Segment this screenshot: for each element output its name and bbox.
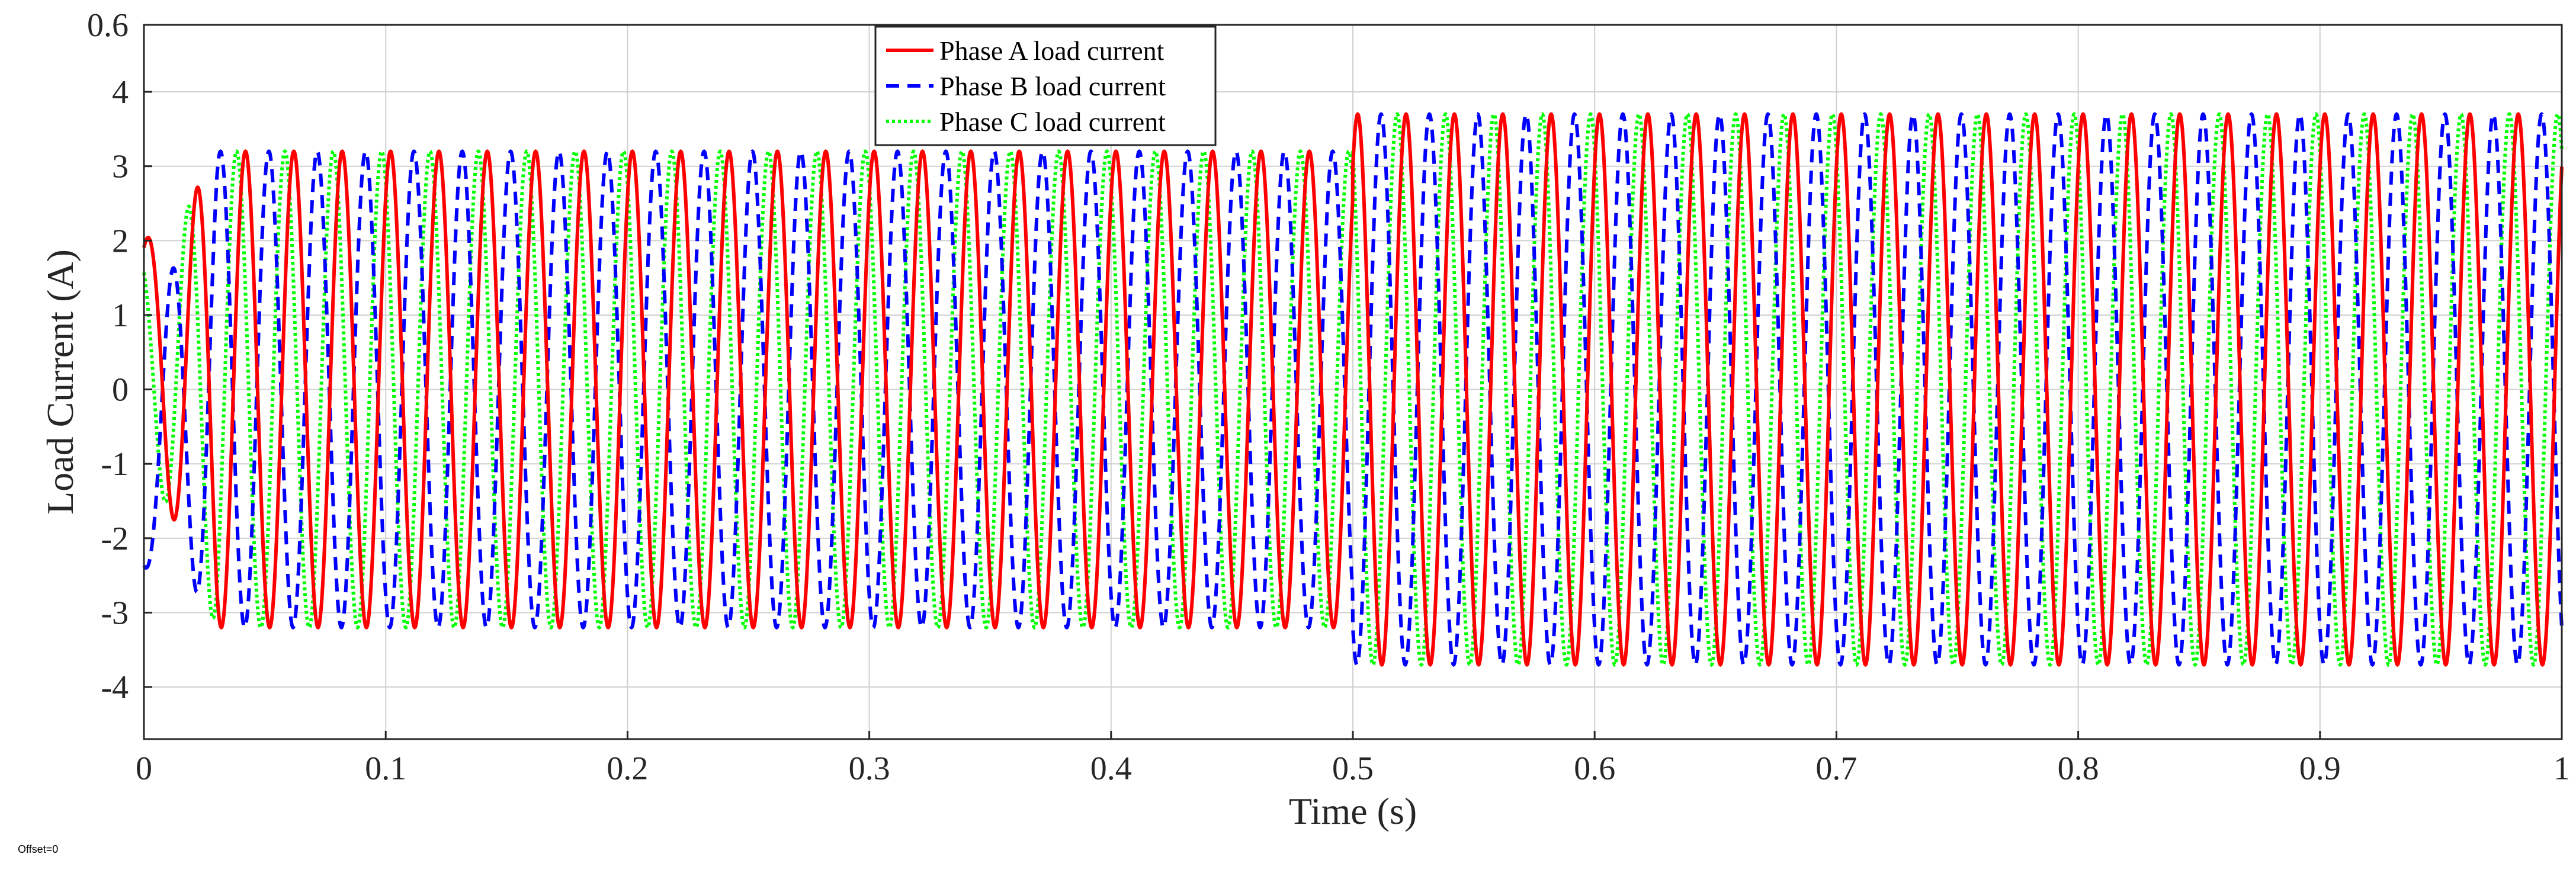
- y-tick-label: -2: [101, 521, 129, 557]
- series-layer: [142, 112, 2564, 667]
- x-tick-label: 0: [136, 750, 152, 787]
- offset-annotation: Offset=0: [18, 843, 58, 855]
- x-tick-label: 0.3: [849, 750, 890, 787]
- y-tick-label: -3: [101, 595, 129, 631]
- series-line-phase-b: [142, 112, 2564, 667]
- y-tick-label: 0: [112, 372, 129, 409]
- x-tick-label: 0.9: [2299, 750, 2341, 787]
- x-axis-label: Time (s): [1289, 790, 1417, 832]
- x-tick-label: 0.8: [2058, 750, 2099, 787]
- legend-label: Phase C load current: [939, 107, 1166, 137]
- y-tick-label: 3: [112, 149, 129, 185]
- x-tick-label: 0.5: [1332, 750, 1374, 787]
- x-tick-label: 0.4: [1090, 750, 1132, 787]
- series-line-phase-a: [142, 112, 2564, 667]
- x-tick-label: 0.1: [365, 750, 406, 787]
- x-tick-label: 0.7: [1815, 750, 1857, 787]
- y-tick-label: -4: [101, 669, 129, 706]
- y-tick-label: -1: [101, 446, 129, 483]
- x-tick-label: 1: [2553, 750, 2570, 787]
- y-tick-label: 4: [112, 74, 129, 111]
- x-tick-label: 0.6: [1574, 750, 1615, 787]
- legend-label: Phase B load current: [939, 71, 1166, 101]
- x-tick-label: 0.2: [607, 750, 648, 787]
- y-axis-label: Load Current (A): [39, 249, 81, 515]
- legend: Phase A load current Phase B load current…: [874, 25, 1217, 146]
- legend-label: Phase A load current: [939, 36, 1165, 66]
- y-tick-label: 1: [112, 297, 129, 334]
- y-tick-label: 0.6: [87, 7, 129, 44]
- ticks: 0 0.1 0.2 0.3 0.4 0.5 0.6 0.7 0.8 0.9 1 -4 -3 -2 -1 0 1 2…: [87, 7, 2570, 787]
- y-tick-label: 2: [112, 223, 129, 259]
